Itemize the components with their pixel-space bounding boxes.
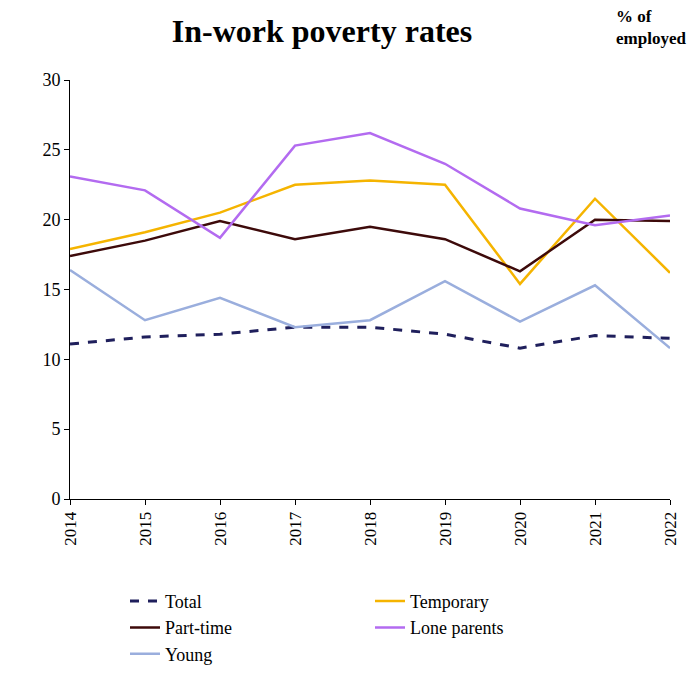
- svg-text:2014: 2014: [61, 511, 80, 546]
- svg-text:5: 5: [51, 419, 60, 439]
- svg-text:Total: Total: [165, 592, 202, 612]
- svg-text:2019: 2019: [436, 512, 455, 546]
- svg-text:2015: 2015: [136, 512, 155, 546]
- svg-text:0: 0: [51, 489, 60, 509]
- svg-text:Temporary: Temporary: [410, 592, 489, 612]
- svg-text:25: 25: [42, 140, 60, 160]
- svg-text:2018: 2018: [361, 512, 380, 546]
- svg-text:2016: 2016: [211, 512, 230, 546]
- svg-text:% ofemployed: % ofemployed: [616, 7, 686, 48]
- svg-text:10: 10: [42, 350, 60, 370]
- svg-text:Part-time: Part-time: [165, 618, 232, 638]
- svg-text:Lone parents: Lone parents: [410, 618, 503, 638]
- svg-text:30: 30: [42, 70, 60, 90]
- svg-text:2017: 2017: [286, 511, 305, 546]
- svg-text:15: 15: [42, 280, 60, 300]
- svg-text:2022: 2022: [661, 512, 680, 546]
- svg-text:2021: 2021: [586, 512, 605, 546]
- svg-text:2020: 2020: [511, 512, 530, 546]
- svg-text:Young: Young: [165, 645, 212, 665]
- svg-text:In-work poverty rates: In-work poverty rates: [172, 13, 472, 49]
- svg-text:20: 20: [42, 210, 60, 230]
